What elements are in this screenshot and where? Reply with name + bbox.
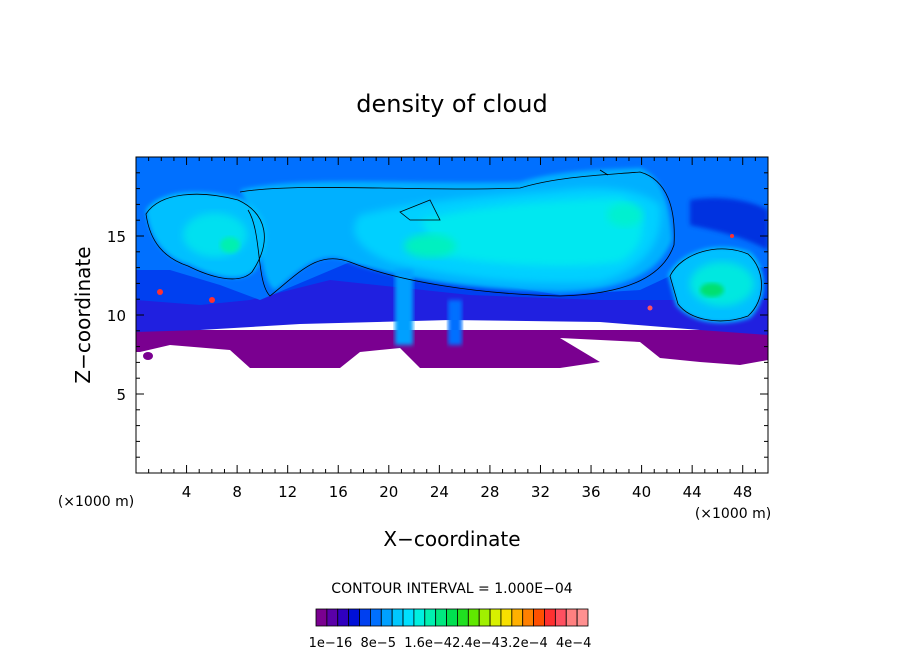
- x-unit-right: (×1000 m): [695, 506, 771, 522]
- x-tick-label: 24: [430, 483, 449, 501]
- colorbar-swatch: [402, 608, 415, 627]
- y-axis-label: Z−coordinate: [71, 246, 95, 383]
- colorbar-swatch: [380, 608, 393, 627]
- colorbar-labels: 1e−16 8e−5 1.6e−42.4e−43.2e−4 4e−4: [309, 636, 592, 651]
- heatmap-field: [136, 157, 768, 473]
- x-tick-label: 4: [182, 483, 192, 501]
- colorbar-swatch: [446, 608, 458, 627]
- y-tick-label: 5: [116, 386, 126, 404]
- colorbar-swatch: [326, 608, 339, 627]
- colorbar-swatch: [435, 608, 447, 627]
- colorbar-swatch: [478, 608, 491, 627]
- y-axis: 5 10 15: [107, 156, 768, 474]
- colorbar-swatch: [565, 608, 578, 627]
- colorbar-swatch: [522, 608, 534, 627]
- x-tick-label: 32: [531, 483, 550, 501]
- colorbar-swatch: [391, 608, 404, 627]
- colorbar-swatch: [576, 608, 589, 627]
- colorbar-swatch: [315, 608, 328, 627]
- colorbar-swatch: [500, 608, 513, 627]
- x-tick-label: 36: [581, 483, 600, 501]
- x-unit-left: (×1000 m): [58, 494, 134, 510]
- colorbar-swatch: [369, 608, 382, 627]
- x-tick-label: 44: [683, 483, 702, 501]
- colorbar: [315, 608, 589, 627]
- colorbar-swatch: [337, 608, 350, 627]
- x-tick-label: 40: [632, 483, 651, 501]
- colorbar-swatch: [533, 608, 545, 627]
- x-tick-label: 48: [733, 483, 752, 501]
- colorbar-swatch: [348, 608, 360, 627]
- x-tick-label: 16: [329, 483, 348, 501]
- x-tick-label: 20: [379, 483, 398, 501]
- colorbar-swatch: [359, 608, 371, 627]
- colorbar-swatch: [467, 608, 480, 627]
- x-axis: 4 8 12 16 20 24 28 32 36 40 44 48: [135, 157, 769, 501]
- colorbar-swatch: [544, 608, 556, 627]
- x-tick-label: 28: [480, 483, 499, 501]
- colorbar-swatch: [489, 608, 502, 627]
- x-tick-label: 8: [232, 483, 242, 501]
- y-tick-label: 10: [107, 307, 126, 325]
- y-tick-label: 15: [107, 228, 126, 246]
- colorbar-swatch: [424, 608, 437, 627]
- x-tick-label: 12: [278, 483, 297, 501]
- x-axis-label: X−coordinate: [383, 527, 520, 551]
- colorbar-swatch: [554, 608, 567, 627]
- contour-interval-text: CONTOUR INTERVAL = 1.000E−04: [331, 581, 572, 597]
- chart-title: density of cloud: [356, 90, 547, 118]
- colorbar-swatch: [413, 608, 426, 627]
- colorbar-swatch: [457, 608, 469, 627]
- colorbar-swatch: [511, 608, 524, 627]
